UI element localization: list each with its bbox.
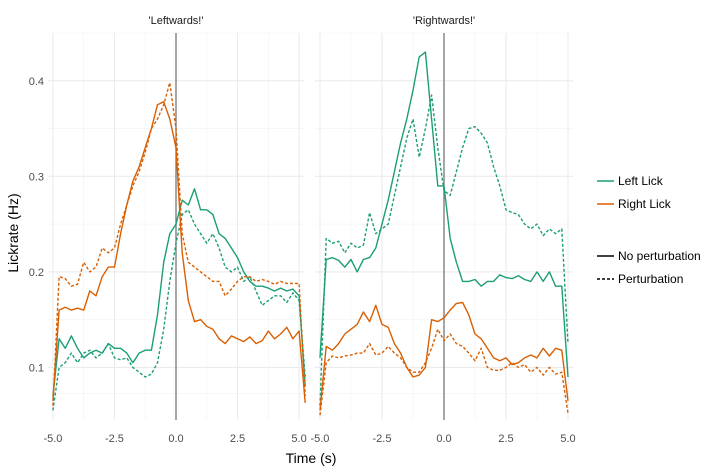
series-line bbox=[319, 328, 569, 416]
y-axis-title: Lickrate (Hz) bbox=[5, 193, 21, 272]
x-tick-label: 2.5 bbox=[498, 433, 513, 445]
series-line bbox=[52, 101, 306, 403]
x-tick-label: 0.0 bbox=[168, 433, 183, 445]
series-line bbox=[319, 51, 569, 378]
series-line bbox=[319, 301, 569, 411]
x-tick-label: 2.5 bbox=[230, 433, 245, 445]
panel-title-right: 'Rightwards!' bbox=[413, 15, 475, 27]
y-tick-label: 0.1 bbox=[29, 362, 44, 374]
x-tick-label: 5.0 bbox=[560, 433, 575, 445]
grid-layer bbox=[48, 32, 573, 420]
axes-layer: -5.0 -2.5 0.0 2.5 5.0 -5.0 -2.5 0.0 2.5 5.0 0.1 0.2… bbox=[29, 76, 576, 445]
legend-label-no-perturbation: No perturbation bbox=[618, 249, 701, 263]
series-layer bbox=[52, 51, 569, 416]
series-line bbox=[52, 209, 306, 411]
legend-label-right-lick: Right Lick bbox=[618, 197, 672, 211]
x-axis-title: Time (s) bbox=[286, 450, 337, 466]
y-tick-label: 0.3 bbox=[29, 171, 44, 183]
x-tick-label: -5.0 bbox=[43, 433, 62, 445]
reference-line-layer bbox=[175, 33, 445, 420]
x-tick-label: -2.5 bbox=[372, 433, 391, 445]
y-tick-label: 0.2 bbox=[29, 267, 44, 279]
x-tick-label: -2.5 bbox=[105, 433, 124, 445]
legend-label-perturbation: Perturbation bbox=[618, 272, 683, 286]
x-tick-label: 0.0 bbox=[436, 433, 451, 445]
panel-title-left: 'Leftwards!' bbox=[149, 15, 204, 27]
y-tick-label: 0.4 bbox=[29, 76, 44, 88]
series-line bbox=[52, 81, 306, 406]
x-tick-label: -5.0 bbox=[310, 433, 329, 445]
series-line bbox=[52, 188, 306, 397]
legend-label-left-lick: Left Lick bbox=[618, 174, 664, 188]
legend: Left Lick Right Lick No perturbation Per… bbox=[597, 174, 701, 286]
x-tick-label: 5.0 bbox=[291, 433, 306, 445]
